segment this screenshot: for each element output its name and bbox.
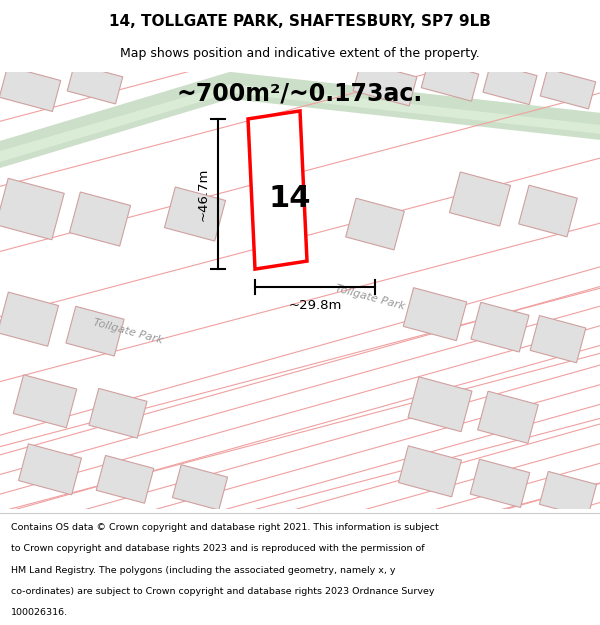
Polygon shape bbox=[96, 456, 154, 503]
Text: Map shows position and indicative extent of the property.: Map shows position and indicative extent… bbox=[120, 48, 480, 61]
Polygon shape bbox=[403, 288, 467, 341]
Polygon shape bbox=[421, 61, 479, 101]
Polygon shape bbox=[0, 178, 64, 240]
Polygon shape bbox=[408, 377, 472, 432]
Polygon shape bbox=[0, 66, 61, 111]
Polygon shape bbox=[67, 64, 123, 104]
Polygon shape bbox=[471, 302, 529, 352]
Polygon shape bbox=[478, 391, 538, 443]
Polygon shape bbox=[89, 388, 147, 438]
Polygon shape bbox=[70, 192, 131, 246]
Polygon shape bbox=[398, 446, 461, 497]
Text: HM Land Registry. The polygons (including the associated geometry, namely x, y: HM Land Registry. The polygons (includin… bbox=[11, 566, 395, 574]
Polygon shape bbox=[530, 316, 586, 362]
Text: Tollgate Park: Tollgate Park bbox=[92, 317, 164, 345]
Text: ~46.7m: ~46.7m bbox=[197, 168, 210, 221]
Polygon shape bbox=[539, 471, 596, 518]
Text: ~700m²/~0.173ac.: ~700m²/~0.173ac. bbox=[177, 82, 423, 106]
Text: 100026316.: 100026316. bbox=[11, 608, 68, 617]
Text: to Crown copyright and database rights 2023 and is reproduced with the permissio: to Crown copyright and database rights 2… bbox=[11, 544, 424, 553]
Polygon shape bbox=[0, 72, 600, 171]
Text: Tollgate Park: Tollgate Park bbox=[334, 283, 406, 311]
Text: 14: 14 bbox=[268, 184, 311, 213]
Polygon shape bbox=[19, 444, 82, 495]
Polygon shape bbox=[0, 292, 59, 346]
Polygon shape bbox=[248, 111, 307, 269]
Text: Contains OS data © Crown copyright and database right 2021. This information is : Contains OS data © Crown copyright and d… bbox=[11, 523, 439, 532]
Polygon shape bbox=[518, 185, 577, 237]
Polygon shape bbox=[483, 63, 537, 104]
Polygon shape bbox=[0, 84, 600, 165]
Text: 14, TOLLGATE PARK, SHAFTESBURY, SP7 9LB: 14, TOLLGATE PARK, SHAFTESBURY, SP7 9LB bbox=[109, 14, 491, 29]
Polygon shape bbox=[164, 187, 226, 241]
Polygon shape bbox=[172, 465, 227, 510]
Polygon shape bbox=[449, 172, 511, 226]
Polygon shape bbox=[13, 375, 77, 428]
Polygon shape bbox=[346, 198, 404, 250]
Text: co-ordinates) are subject to Crown copyright and database rights 2023 Ordnance S: co-ordinates) are subject to Crown copyr… bbox=[11, 587, 434, 596]
Text: ~29.8m: ~29.8m bbox=[289, 299, 341, 312]
Polygon shape bbox=[540, 69, 596, 109]
Polygon shape bbox=[66, 306, 124, 356]
Polygon shape bbox=[470, 459, 530, 508]
Polygon shape bbox=[353, 62, 417, 106]
